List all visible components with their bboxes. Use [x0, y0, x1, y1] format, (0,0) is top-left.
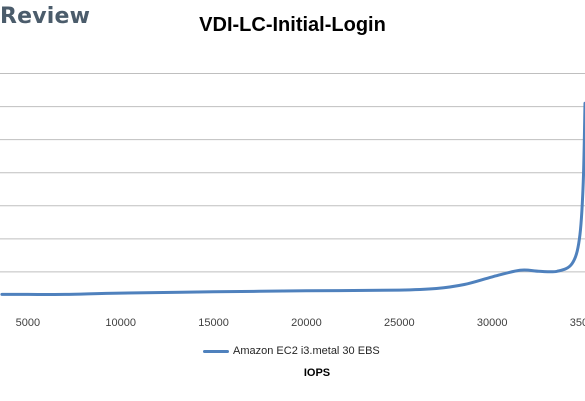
x-tick-label: 20000: [291, 317, 322, 329]
chart-legend: Amazon EC2 i3.metal 30 EBS: [203, 345, 380, 357]
brand-logo-text: Review: [0, 4, 91, 29]
x-axis-ticks: 5000 10000 15000 20000 25000 30000 35000: [16, 317, 585, 329]
x-tick-label: 5000: [16, 317, 40, 329]
series-line: [0, 101, 585, 296]
legend-swatch: [203, 349, 229, 353]
x-axis-label: IOPS: [304, 367, 330, 379]
x-tick-label: 35000: [570, 317, 585, 329]
x-tick-label: 10000: [105, 317, 136, 329]
x-tick-label: 30000: [477, 317, 508, 329]
series-layer: [0, 101, 585, 296]
gridlines: [0, 73, 585, 273]
x-tick-label: 25000: [384, 317, 415, 329]
x-tick-label: 15000: [198, 317, 229, 329]
chart-title: VDI-LC-Initial-Login: [199, 14, 386, 36]
legend-series-label: Amazon EC2 i3.metal 30 EBS: [233, 345, 380, 357]
